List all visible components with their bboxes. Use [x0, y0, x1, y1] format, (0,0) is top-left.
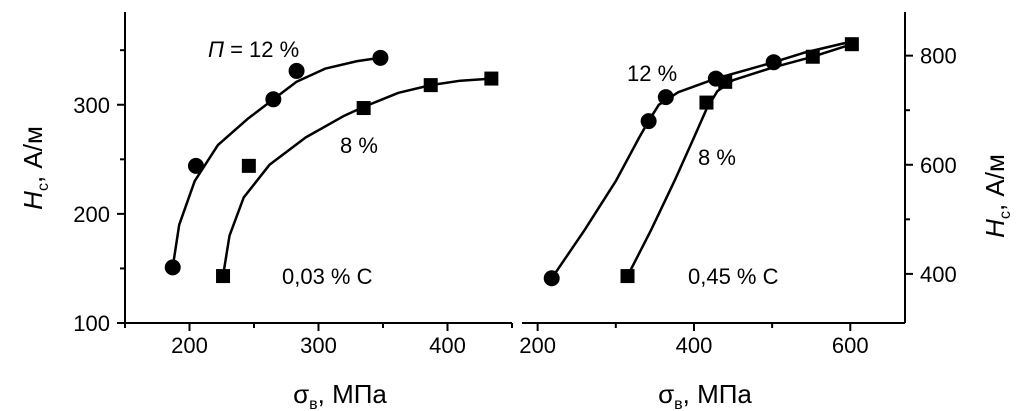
right-y-axis-title: Hc, А/м: [980, 154, 1014, 238]
right-annotation-p8: 8 %: [698, 145, 736, 170]
left-y-tick-label: 200: [73, 202, 110, 227]
left-series-2-point: [356, 101, 371, 116]
right-y-tick-label: 400: [920, 262, 957, 287]
right-series-2-point: [805, 49, 820, 64]
right-series-2-point: [620, 269, 635, 284]
right-series-2-point: [844, 37, 859, 52]
right-series-1-point: [543, 270, 560, 287]
left-y-tick-label: 100: [73, 311, 110, 336]
left-series-2-point: [423, 78, 438, 93]
left-x-axis-title: σв, МПа: [293, 379, 387, 411]
left-ticks: 200 300 400 100 200 300: [73, 49, 513, 358]
right-ticks: 200 400 600 400 600 800: [519, 44, 956, 358]
left-markers: [164, 49, 499, 284]
left-series-2-point: [241, 158, 256, 173]
right-annotation-carbon: 0,45 % С: [688, 264, 779, 289]
left-series-1-point: [288, 62, 305, 79]
left-series-2-point: [484, 71, 499, 86]
right-panel: 200 400 600 400 600 800 12 % 8 % 0,45 % С σв,…: [519, 12, 1014, 411]
left-y-axis-title: Hc, А/м: [18, 126, 52, 210]
right-x-tick-label: 400: [676, 333, 713, 358]
left-series-1-curve: [171, 56, 382, 269]
left-series-2-curve: [221, 77, 493, 278]
left-series-1-point: [187, 157, 204, 174]
right-series-1-curve: [550, 40, 854, 280]
right-series-2-point: [718, 74, 733, 89]
right-series-1-point: [657, 89, 674, 106]
left-x-tick-label: 200: [171, 333, 208, 358]
left-annotation-p8: 8 %: [340, 133, 378, 158]
left-series-1-point: [265, 91, 282, 108]
left-x-tick-label: 400: [429, 333, 466, 358]
right-markers: [543, 37, 859, 287]
left-series-1-point: [372, 49, 389, 66]
left-curves: [171, 56, 493, 278]
left-series-2-point: [216, 269, 231, 284]
right-series-1-point: [640, 113, 657, 130]
left-annotation-carbon: 0,03 % С: [282, 264, 373, 289]
right-annotation-p12: 12 %: [627, 61, 677, 86]
right-x-tick-label: 200: [519, 333, 556, 358]
left-series-1-point: [164, 259, 181, 276]
left-x-tick-label: 300: [300, 333, 337, 358]
right-x-tick-label: 600: [832, 333, 869, 358]
right-series-1-point: [765, 54, 782, 71]
left-panel: 200 300 400 100 200 300 П = 12 % 8 % 0,03 % С…: [18, 12, 513, 411]
right-series-2-point: [699, 95, 714, 110]
right-y-tick-label: 600: [920, 153, 957, 178]
left-annotation-p12: П = 12 %: [208, 37, 299, 62]
right-y-tick-label: 800: [920, 44, 957, 69]
right-x-axis-title: σв, МПа: [658, 379, 752, 411]
left-y-tick-label: 300: [73, 93, 110, 118]
